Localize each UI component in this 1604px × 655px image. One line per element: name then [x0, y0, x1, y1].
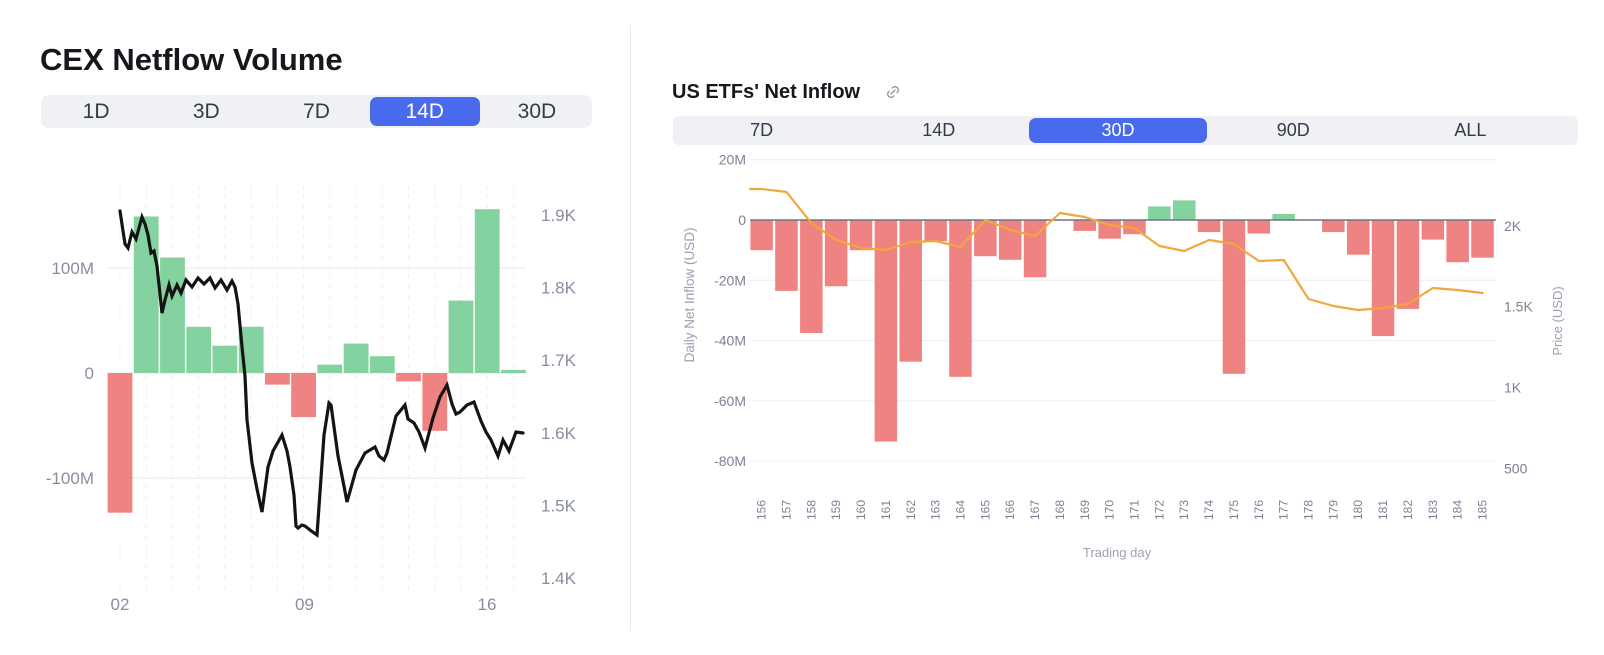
svg-text:159: 159 — [829, 500, 843, 520]
svg-text:181: 181 — [1376, 500, 1390, 520]
svg-text:179: 179 — [1326, 500, 1340, 520]
svg-text:1.5K: 1.5K — [541, 496, 577, 515]
svg-text:1.8K: 1.8K — [541, 279, 577, 298]
svg-text:2K: 2K — [1504, 218, 1522, 234]
svg-text:170: 170 — [1103, 500, 1117, 520]
svg-text:02: 02 — [111, 595, 130, 614]
svg-text:163: 163 — [929, 500, 943, 520]
svg-text:0: 0 — [85, 364, 94, 383]
svg-text:183: 183 — [1426, 500, 1440, 520]
svg-text:178: 178 — [1302, 500, 1316, 520]
svg-text:-60M: -60M — [714, 393, 746, 409]
svg-text:-80M: -80M — [714, 453, 746, 469]
svg-text:161: 161 — [879, 500, 893, 520]
svg-text:Daily Net Inflow (USD): Daily Net Inflow (USD) — [682, 227, 697, 362]
svg-text:1.4K: 1.4K — [541, 569, 577, 588]
svg-text:1.6K: 1.6K — [541, 424, 577, 443]
svg-text:168: 168 — [1053, 500, 1067, 520]
svg-text:Trading day: Trading day — [1083, 545, 1152, 560]
svg-text:182: 182 — [1401, 500, 1415, 520]
svg-text:177: 177 — [1277, 500, 1291, 520]
svg-text:175: 175 — [1227, 500, 1241, 520]
svg-text:-100M: -100M — [46, 469, 94, 488]
svg-text:158: 158 — [804, 500, 818, 520]
svg-text:0: 0 — [738, 212, 746, 228]
svg-text:16: 16 — [478, 595, 497, 614]
svg-text:100M: 100M — [51, 259, 94, 278]
svg-text:09: 09 — [295, 595, 314, 614]
svg-text:20M: 20M — [719, 152, 746, 168]
svg-text:162: 162 — [904, 500, 918, 520]
svg-text:184: 184 — [1451, 500, 1465, 520]
svg-text:174: 174 — [1202, 500, 1216, 520]
svg-text:169: 169 — [1078, 500, 1092, 520]
svg-text:Price (USD): Price (USD) — [1550, 286, 1565, 355]
svg-text:-20M: -20M — [714, 272, 746, 288]
svg-text:165: 165 — [978, 500, 992, 520]
svg-text:164: 164 — [954, 500, 968, 520]
svg-text:185: 185 — [1476, 500, 1490, 520]
svg-text:171: 171 — [1128, 500, 1142, 520]
svg-text:1K: 1K — [1504, 380, 1522, 396]
svg-text:160: 160 — [854, 500, 868, 520]
svg-text:1.7K: 1.7K — [541, 351, 577, 370]
svg-text:1.5K: 1.5K — [1504, 299, 1533, 315]
svg-text:157: 157 — [780, 500, 794, 520]
svg-text:166: 166 — [1003, 500, 1017, 520]
svg-text:156: 156 — [755, 500, 769, 520]
svg-text:1.9K: 1.9K — [541, 206, 577, 225]
svg-text:172: 172 — [1152, 500, 1166, 520]
svg-text:173: 173 — [1177, 500, 1191, 520]
svg-text:500: 500 — [1504, 461, 1528, 477]
svg-text:167: 167 — [1028, 500, 1042, 520]
svg-text:180: 180 — [1351, 500, 1365, 520]
svg-text:-40M: -40M — [714, 333, 746, 349]
svg-text:176: 176 — [1252, 500, 1266, 520]
